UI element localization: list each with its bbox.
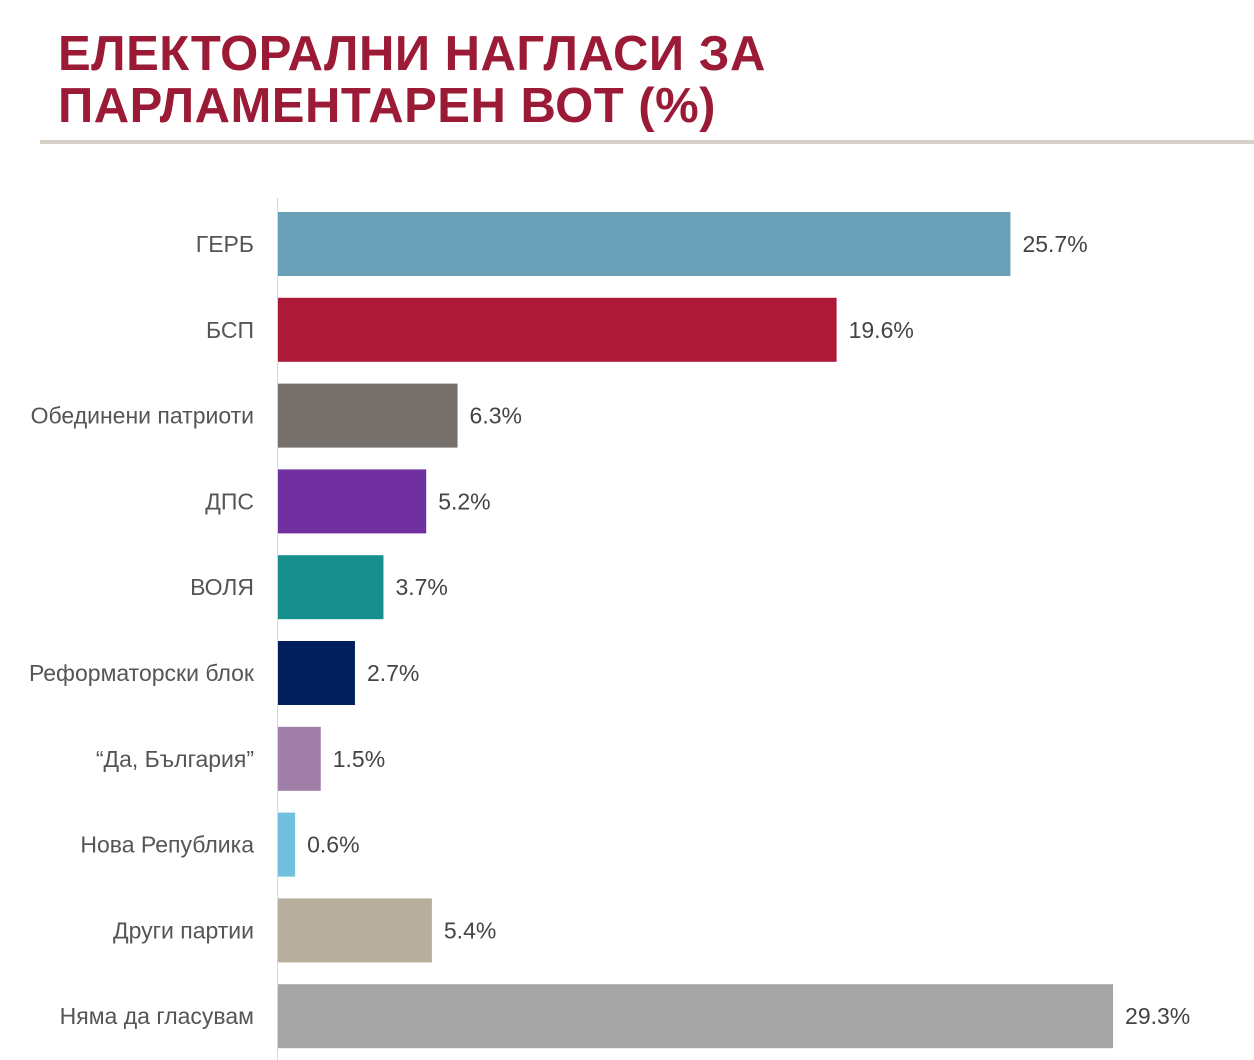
category-label: Реформаторски блок <box>29 660 255 686</box>
bar <box>278 898 432 963</box>
category-label: ВОЛЯ <box>190 574 254 600</box>
bar <box>278 726 321 791</box>
category-label: Няма да гласувам <box>60 1003 254 1029</box>
value-label: 6.3% <box>470 403 522 429</box>
value-label: 19.6% <box>849 317 914 343</box>
title-divider <box>40 140 1254 144</box>
bar <box>278 383 458 448</box>
bar <box>278 297 837 362</box>
bar <box>278 555 384 620</box>
category-label: Други партии <box>113 917 254 943</box>
category-label: Обединени патриоти <box>31 403 254 429</box>
category-label: ДПС <box>205 488 254 514</box>
page-title: ЕЛЕКТОРАЛНИ НАГЛАСИ ЗА ПАРЛАМЕНТАРЕН ВОТ… <box>58 27 766 133</box>
bar <box>278 812 296 877</box>
value-label: 5.4% <box>444 917 496 943</box>
value-label: 2.7% <box>367 660 419 686</box>
value-label: 3.7% <box>395 574 447 600</box>
value-label: 0.6% <box>307 832 359 858</box>
category-label: “Да, България” <box>96 746 254 772</box>
bar <box>278 984 1114 1049</box>
bar <box>278 212 1011 276</box>
value-label: 29.3% <box>1125 1003 1190 1029</box>
category-label: ГЕРБ <box>196 231 254 257</box>
category-label: Нова Република <box>80 832 254 858</box>
bar <box>278 641 355 705</box>
value-label: 5.2% <box>438 488 490 514</box>
bar <box>278 469 427 534</box>
value-label: 1.5% <box>333 746 385 772</box>
category-label: БСП <box>206 317 254 343</box>
value-label: 25.7% <box>1022 231 1087 257</box>
